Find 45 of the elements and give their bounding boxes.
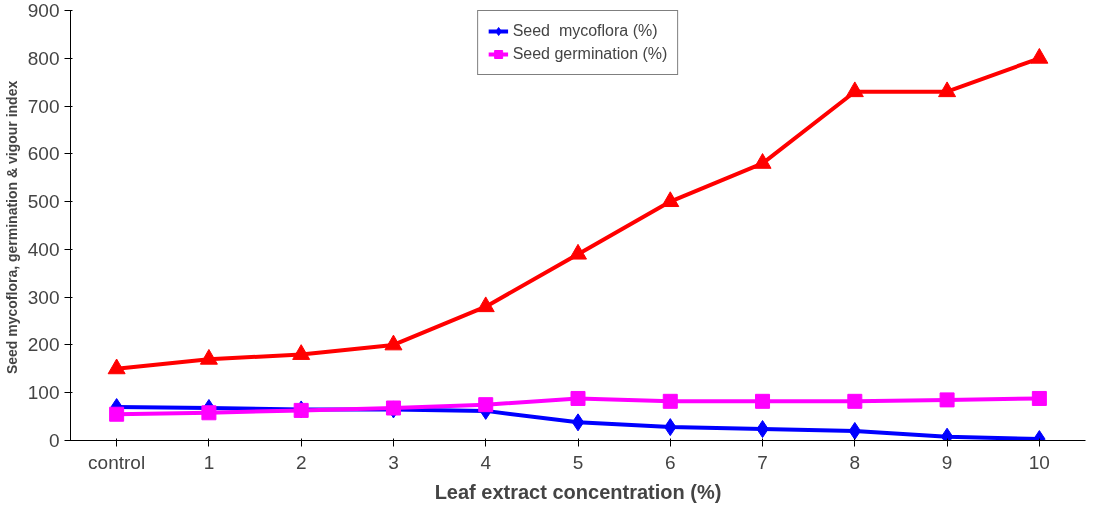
point [478,397,494,413]
point [201,405,217,421]
y-tick-label: 700 [27,95,60,117]
x-tick-label: 2 [295,451,307,473]
point [753,153,772,169]
x-tick-label: 8 [849,451,861,473]
point [845,81,864,98]
legend-label: Seed germination (%) [512,45,668,63]
y-tick-label: 600 [27,143,60,165]
y-tick-label: 200 [27,334,60,356]
x-tick-label: 1 [203,451,215,473]
point [476,296,495,313]
y-tick-label: 0 [48,430,60,451]
y-tick-label: 500 [27,191,60,213]
point [571,413,585,432]
x-tick-label: 9 [941,451,953,473]
y-axis-title: Seed mycoflora, germination & vigour index [3,80,20,375]
x-tick-label: 10 [1028,451,1050,473]
point [570,390,586,406]
y-tick-label: 800 [27,47,60,69]
legend-label: Seed mycoflora (%) [512,22,658,40]
point [939,392,955,408]
point [292,344,311,360]
point [569,243,587,260]
point [107,358,126,375]
point [1030,47,1049,64]
point [661,191,680,208]
point [384,334,403,351]
y-tick-label: 100 [27,382,60,404]
x-tick-label: 7 [757,451,768,473]
point [1031,390,1047,406]
y-tick-label: 900 [27,0,60,21]
point [755,393,771,409]
point [662,393,678,409]
y-tick-label: 400 [27,238,60,260]
x-axis-title: Leaf extract concentration (%) [434,480,722,503]
x-tick-label: 5 [572,451,584,473]
x-tick-label: 6 [664,451,676,473]
point [847,393,863,409]
x-tick-label: control [88,451,146,473]
x-tick-label: 3 [388,451,399,473]
point [938,81,957,98]
x-tick-label: 4 [480,451,492,473]
y-tick-label: 300 [27,286,60,308]
point [109,406,125,422]
